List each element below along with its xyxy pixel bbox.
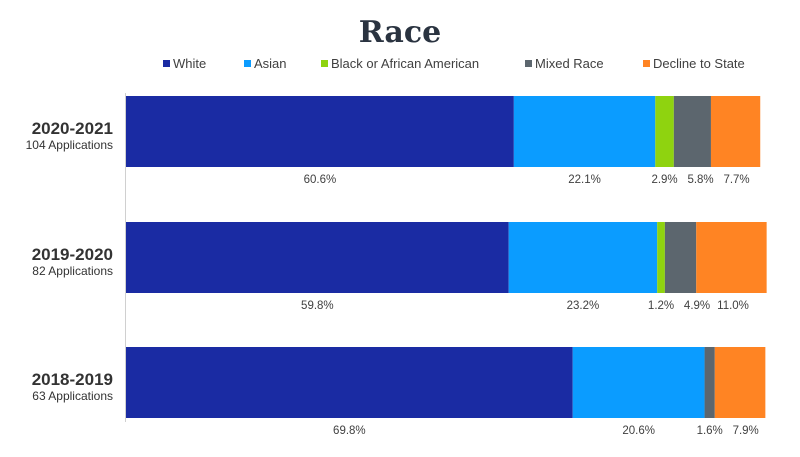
data-label-2018-2019-mixed-race: 1.6% bbox=[697, 425, 723, 437]
bar-2018-2019-asian bbox=[572, 347, 705, 418]
row-subtitle-2020-2021: 104 Applications bbox=[26, 138, 113, 152]
data-label-2020-2021-black-or-african-american: 2.9% bbox=[651, 174, 677, 186]
chart-title: Race bbox=[359, 15, 441, 50]
bar-2019-2020-white bbox=[126, 222, 509, 293]
data-label-2020-2021-decline-to-state: 7.7% bbox=[723, 174, 749, 186]
legend-swatch-decline-to-state bbox=[643, 60, 650, 67]
legend-label-mixed-race: Mixed Race bbox=[535, 56, 604, 71]
row-label-2020-2021: 2020-2021 bbox=[32, 119, 113, 138]
data-label-2019-2020-white: 59.8% bbox=[301, 300, 334, 312]
bar-2018-2019-white bbox=[126, 347, 573, 418]
legend-swatch-black-or-african-american bbox=[321, 60, 328, 67]
legend-label-white: White bbox=[173, 56, 206, 71]
bar-2019-2020-decline-to-state bbox=[696, 222, 767, 293]
bar-2019-2020-black-or-african-american bbox=[657, 222, 665, 293]
legend-label-asian: Asian bbox=[254, 56, 287, 71]
data-label-2020-2021-mixed-race: 5.8% bbox=[687, 174, 713, 186]
bar-2019-2020-asian bbox=[508, 222, 658, 293]
legend-label-black-or-african-american: Black or African American bbox=[331, 56, 479, 71]
bar-2020-2021-black-or-african-american bbox=[655, 96, 674, 167]
data-label-2018-2019-asian: 20.6% bbox=[622, 425, 655, 437]
data-label-2019-2020-decline-to-state: 11.0% bbox=[717, 300, 749, 312]
bar-2018-2019-mixed-race bbox=[704, 347, 715, 418]
legend: White Asian Black or African American Mixed… bbox=[163, 56, 745, 71]
data-label-2019-2020-black-or-african-american: 1.2% bbox=[648, 300, 674, 312]
legend-swatch-white bbox=[163, 60, 170, 67]
bar-2018-2019-decline-to-state bbox=[714, 347, 766, 418]
data-label-2018-2019-decline-to-state: 7.9% bbox=[733, 425, 759, 437]
bar-2020-2021-white bbox=[126, 96, 514, 167]
data-label-2019-2020-asian: 23.2% bbox=[567, 300, 600, 312]
row-label-2019-2020: 2019-2020 bbox=[32, 245, 113, 264]
bar-2020-2021-decline-to-state bbox=[710, 96, 761, 167]
data-label-2020-2021-white: 60.6% bbox=[304, 174, 337, 186]
data-label-2018-2019-white: 69.8% bbox=[333, 425, 366, 437]
row-subtitle-2018-2019: 63 Applications bbox=[32, 389, 113, 403]
row-label-2018-2019: 2018-2019 bbox=[32, 370, 113, 389]
bar-2020-2021-asian bbox=[513, 96, 656, 167]
bar-2020-2021-mixed-race bbox=[673, 96, 711, 167]
legend-label-decline-to-state: Decline to State bbox=[653, 56, 745, 71]
legend-swatch-asian bbox=[244, 60, 251, 67]
legend-swatch-mixed-race bbox=[525, 60, 532, 67]
bar-2019-2020-mixed-race bbox=[664, 222, 697, 293]
data-label-2020-2021-asian: 22.1% bbox=[568, 174, 601, 186]
data-label-2019-2020-mixed-race: 4.9% bbox=[684, 300, 710, 312]
row-subtitle-2019-2020: 82 Applications bbox=[32, 264, 113, 278]
